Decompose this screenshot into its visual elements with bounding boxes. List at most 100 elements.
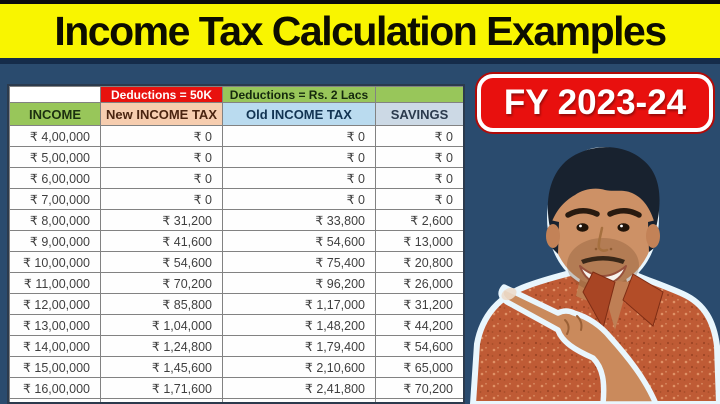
person-ear-right — [646, 224, 660, 248]
column-header-income: INCOME — [9, 102, 101, 126]
cell-income: ₹ 14,00,000 — [9, 335, 101, 357]
person-ear-left — [546, 224, 560, 248]
cell-income: ₹ 15,00,000 — [9, 356, 101, 378]
cell-savings: ₹ 26,000 — [375, 272, 463, 294]
column-header-old-income-tax: Old INCOME TAX — [222, 102, 376, 126]
cell-new-income-tax: ₹ 1,71,600 — [100, 377, 223, 399]
cell-income: ₹ 11,00,000 — [9, 272, 101, 294]
fingertip-highlight — [501, 287, 517, 301]
pointing-hand-icon — [498, 284, 659, 404]
table-row: ₹ 16,00,000 ₹ 1,71,600 ₹ 2,41,800 ₹ 70,200 — [9, 377, 463, 399]
cell-income: ₹ 6,00,000 — [9, 167, 101, 189]
group-header-deductions-2lacs: Deductions = Rs. 2 Lacs — [222, 86, 376, 103]
top-border-strip — [0, 0, 720, 4]
person-hair — [547, 147, 660, 228]
column-header-row: INCOME New INCOME TAX Old INCOME TAX SAV… — [9, 102, 463, 126]
cell-new-income-tax: ₹ 0 — [100, 146, 223, 168]
group-header-empty — [9, 86, 101, 103]
cell-income: ₹ 12,00,000 — [9, 293, 101, 315]
cell-income: ₹ 7,00,000 — [9, 188, 101, 210]
cell-income: ₹ 9,00,000 — [9, 230, 101, 252]
cell-savings: ₹ 70,200 — [375, 398, 463, 402]
cell-new-income-tax: ₹ 1,45,600 — [100, 356, 223, 378]
cell-old-income-tax: ₹ 1,48,200 — [222, 314, 376, 336]
cell-old-income-tax: ₹ 33,800 — [222, 209, 376, 231]
cell-new-income-tax: ₹ 31,200 — [100, 209, 223, 231]
cell-income: ₹ 10,00,000 — [9, 251, 101, 273]
group-header-empty-green — [375, 86, 463, 103]
cell-savings: ₹ 0 — [375, 167, 463, 189]
cell-new-income-tax: ₹ 70,200 — [100, 272, 223, 294]
page-title: Income Tax Calculation Examples — [54, 8, 667, 54]
person-mustache — [581, 256, 625, 264]
cell-new-income-tax: ₹ 1,04,000 — [100, 314, 223, 336]
cell-income: ₹ 5,00,000 — [9, 146, 101, 168]
cell-new-income-tax: ₹ 1,24,800 — [100, 335, 223, 357]
cell-old-income-tax: ₹ 2,73,000 — [222, 398, 376, 402]
cell-old-income-tax: ₹ 0 — [222, 146, 376, 168]
cell-income: ₹ 4,00,000 — [9, 125, 101, 147]
table-body: ₹ 4,00,000 ₹ 0 ₹ 0 ₹ 0 ₹ 5,00,000 ₹ 0 ₹ 0 ₹ 0 ₹ … — [9, 125, 463, 402]
cell-income: ₹ 8,00,000 — [9, 209, 101, 231]
cell-savings: ₹ 70,200 — [375, 377, 463, 399]
cell-income: ₹ 13,00,000 — [9, 314, 101, 336]
cell-old-income-tax: ₹ 96,200 — [222, 272, 376, 294]
cell-savings: ₹ 0 — [375, 125, 463, 147]
table-row: ₹ 5,00,000 ₹ 0 ₹ 0 ₹ 0 — [9, 146, 463, 168]
table-row: ₹ 11,00,000 ₹ 70,200 ₹ 96,200 ₹ 26,000 — [9, 272, 463, 294]
cell-new-income-tax: ₹ 0 — [100, 125, 223, 147]
cell-old-income-tax: ₹ 1,17,000 — [222, 293, 376, 315]
cell-savings: ₹ 0 — [375, 188, 463, 210]
cell-income: ₹ 16,00,000 — [9, 377, 101, 399]
cell-new-income-tax: ₹ 2,02,800 — [100, 398, 223, 402]
cell-savings: ₹ 65,000 — [375, 356, 463, 378]
table-row: ₹ 15,00,000 ₹ 1,45,600 ₹ 2,10,600 ₹ 65,000 — [9, 356, 463, 378]
cell-savings: ₹ 13,000 — [375, 230, 463, 252]
column-header-savings: SAVINGS — [375, 102, 463, 126]
nostril-right — [609, 247, 613, 251]
person-eye-right — [617, 223, 630, 232]
fy-badge-label: FY 2023-24 — [503, 83, 687, 122]
person-cutout — [470, 147, 720, 404]
cell-new-income-tax: ₹ 85,800 — [100, 293, 223, 315]
table-row: ₹ 10,00,000 ₹ 54,600 ₹ 75,400 ₹ 20,800 — [9, 251, 463, 273]
cell-old-income-tax: ₹ 75,400 — [222, 251, 376, 273]
table-row: ₹ 6,00,000 ₹ 0 ₹ 0 ₹ 0 — [9, 167, 463, 189]
nostril-left — [594, 247, 598, 251]
cell-old-income-tax: ₹ 0 — [222, 188, 376, 210]
cell-savings: ₹ 20,800 — [375, 251, 463, 273]
cell-new-income-tax: ₹ 0 — [100, 167, 223, 189]
cell-savings: ₹ 2,600 — [375, 209, 463, 231]
cell-old-income-tax: ₹ 2,41,800 — [222, 377, 376, 399]
cell-old-income-tax: ₹ 0 — [222, 125, 376, 147]
cell-old-income-tax: ₹ 2,10,600 — [222, 356, 376, 378]
table-row: ₹ 13,00,000 ₹ 1,04,000 ₹ 1,48,200 ₹ 44,200 — [9, 314, 463, 336]
cell-new-income-tax: ₹ 41,600 — [100, 230, 223, 252]
fy-badge: FY 2023-24 — [477, 74, 713, 132]
table-row: ₹ 7,00,000 ₹ 0 ₹ 0 ₹ 0 — [9, 188, 463, 210]
cell-savings: ₹ 31,200 — [375, 293, 463, 315]
cell-savings: ₹ 44,200 — [375, 314, 463, 336]
person-eye-left — [576, 223, 589, 232]
table-row: ₹ 14,00,000 ₹ 1,24,800 ₹ 1,79,400 ₹ 54,600 — [9, 335, 463, 357]
hand-knuckle-lines — [564, 315, 583, 335]
eye-highlight-left — [579, 224, 582, 228]
table-row: ₹ 4,00,000 ₹ 0 ₹ 0 ₹ 0 — [9, 125, 463, 147]
cell-savings: ₹ 54,600 — [375, 335, 463, 357]
deductions-header-row: Deductions = 50K Deductions = Rs. 2 Lacs — [9, 86, 463, 103]
cell-new-income-tax: ₹ 54,600 — [100, 251, 223, 273]
cell-old-income-tax: ₹ 1,79,400 — [222, 335, 376, 357]
tax-table: Deductions = 50K Deductions = Rs. 2 Lacs… — [9, 86, 463, 402]
cell-old-income-tax: ₹ 0 — [222, 167, 376, 189]
person-stubble — [567, 238, 639, 292]
table-row: ₹ 8,00,000 ₹ 31,200 ₹ 33,800 ₹ 2,600 — [9, 209, 463, 231]
person-nose — [597, 226, 609, 252]
cell-income: ₹ 17,00,000 — [9, 398, 101, 402]
cell-old-income-tax: ₹ 54,600 — [222, 230, 376, 252]
table-row: ₹ 17,00,000₹ 2,02,800₹ 2,73,000₹ 70,200 — [9, 398, 463, 402]
table-row: ₹ 12,00,000 ₹ 85,800 ₹ 1,17,000 ₹ 31,200 — [9, 293, 463, 315]
person-collar-right — [622, 273, 664, 327]
cell-new-income-tax: ₹ 0 — [100, 188, 223, 210]
column-header-new-income-tax: New INCOME TAX — [100, 102, 223, 126]
